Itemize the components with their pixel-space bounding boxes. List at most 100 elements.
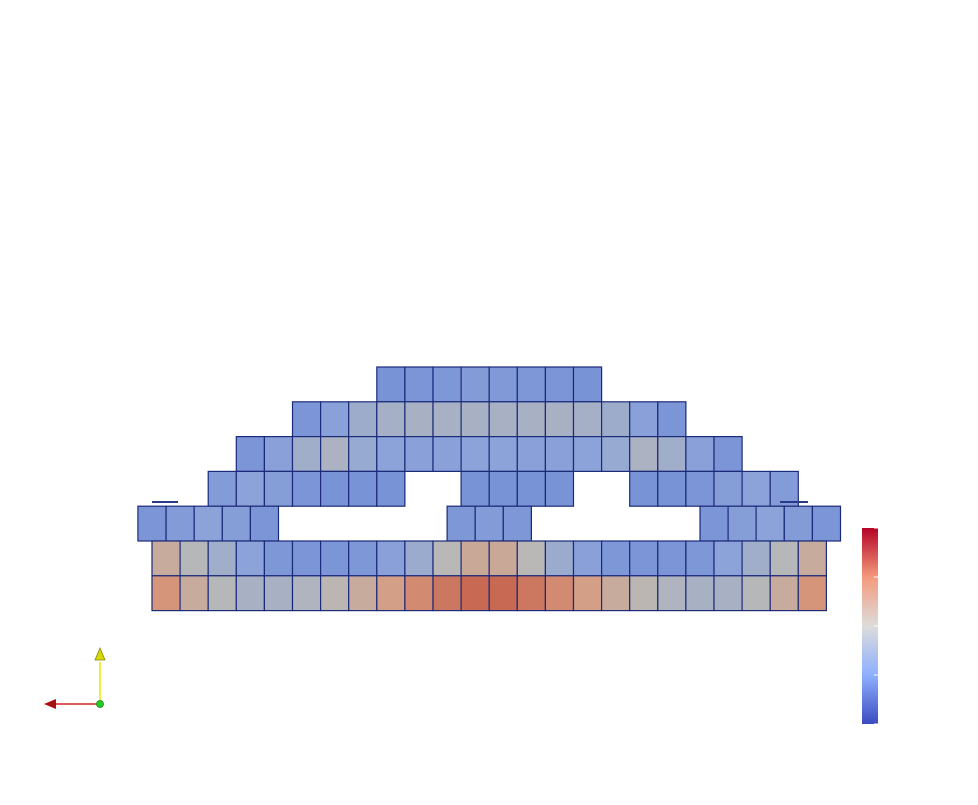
voxel-cell bbox=[291, 540, 322, 577]
voxel-cell bbox=[249, 505, 280, 542]
voxel-cell bbox=[460, 540, 490, 577]
voxel-cell bbox=[741, 575, 771, 612]
voxel-cell bbox=[348, 436, 378, 473]
voxel-cell bbox=[221, 505, 252, 542]
voxel-cell bbox=[474, 505, 504, 542]
voxel-cell bbox=[544, 540, 575, 577]
voxel-cell bbox=[235, 540, 266, 577]
voxel-cell bbox=[348, 575, 378, 612]
voxel-cell bbox=[404, 540, 434, 577]
orientation-axes bbox=[44, 646, 106, 709]
voxel-cell bbox=[516, 401, 546, 438]
voxel-cell bbox=[207, 470, 237, 507]
voxel-cell bbox=[165, 505, 195, 542]
voxel-cell bbox=[572, 401, 603, 438]
voxel-cell bbox=[291, 436, 322, 473]
voxel-cell bbox=[404, 366, 434, 403]
voxel-cell bbox=[404, 401, 434, 438]
voxel-cell bbox=[657, 540, 687, 577]
voxel-cell bbox=[769, 470, 799, 507]
voxel-cell bbox=[727, 505, 757, 542]
voxel-cell bbox=[699, 505, 729, 542]
voxel-cell bbox=[263, 540, 294, 577]
voxel-cell bbox=[446, 505, 476, 542]
voxel-cell bbox=[235, 575, 266, 612]
voxel-cell bbox=[572, 436, 603, 473]
voxel-cell bbox=[460, 436, 490, 473]
voxel-cell bbox=[460, 401, 490, 438]
voxel-cell bbox=[544, 470, 575, 507]
voxel-cell bbox=[741, 470, 771, 507]
voxel-cell bbox=[685, 540, 715, 577]
voxel-cell bbox=[235, 470, 266, 507]
voxel-cell bbox=[657, 436, 687, 473]
voxel-cell bbox=[713, 436, 743, 473]
voxel-cell bbox=[685, 470, 715, 507]
voxel-cell bbox=[516, 436, 546, 473]
voxel-cell bbox=[376, 366, 406, 403]
voxel-cell bbox=[263, 575, 294, 612]
voxel-cell bbox=[488, 575, 518, 612]
voxel-cell bbox=[685, 575, 715, 612]
voxel-cell bbox=[516, 575, 546, 612]
voxel-cell bbox=[600, 436, 631, 473]
voxel-cell bbox=[235, 436, 266, 473]
voxel-cell bbox=[572, 540, 603, 577]
voxel-cell bbox=[376, 540, 406, 577]
voxel-cell bbox=[151, 540, 181, 577]
voxel-cell bbox=[713, 540, 743, 577]
voxel-cell bbox=[713, 575, 743, 612]
voxel-cell bbox=[404, 436, 434, 473]
voxel-cell bbox=[741, 540, 771, 577]
voxel-cell bbox=[629, 575, 659, 612]
voxel-cell bbox=[263, 436, 294, 473]
x-axis-arrow-icon bbox=[44, 699, 56, 709]
voxel-cell bbox=[600, 401, 631, 438]
voxel-cell bbox=[376, 401, 406, 438]
voxel-cell bbox=[713, 470, 743, 507]
voxel-cell bbox=[320, 575, 350, 612]
voxel-cell bbox=[629, 540, 659, 577]
voxel-cell bbox=[488, 540, 518, 577]
z-axis-point-icon bbox=[96, 700, 104, 708]
voxel-cell bbox=[488, 470, 518, 507]
voxel-cell bbox=[151, 575, 181, 612]
voxel-cell bbox=[193, 505, 223, 542]
voxel-cell bbox=[432, 436, 462, 473]
voxel-cell bbox=[629, 401, 659, 438]
voxel-cell bbox=[629, 470, 659, 507]
voxel-cell bbox=[460, 575, 490, 612]
voxel-cell bbox=[179, 575, 209, 612]
voxel-cell bbox=[432, 540, 462, 577]
voxel-cell bbox=[291, 575, 322, 612]
voxel-cell bbox=[432, 366, 462, 403]
voxel-cell bbox=[600, 575, 631, 612]
voxel-cell bbox=[544, 401, 575, 438]
voxel-cell bbox=[685, 436, 715, 473]
voxel-cell bbox=[783, 505, 813, 542]
voxel-cell bbox=[797, 575, 827, 612]
voxel-cell bbox=[404, 575, 434, 612]
voxel-cell bbox=[797, 540, 827, 577]
voxel-mesh[interactable] bbox=[137, 366, 842, 612]
voxel-cell bbox=[320, 436, 350, 473]
scalar-colorbar bbox=[862, 527, 878, 725]
voxel-cell bbox=[263, 470, 294, 507]
voxel-cell bbox=[320, 470, 350, 507]
voxel-cell bbox=[544, 575, 575, 612]
voxel-cell bbox=[320, 540, 350, 577]
voxel-cell bbox=[516, 470, 546, 507]
voxel-cell bbox=[291, 470, 322, 507]
voxel-cell bbox=[207, 540, 237, 577]
voxel-cell bbox=[572, 366, 603, 403]
voxel-cell bbox=[376, 436, 406, 473]
voxel-cell bbox=[348, 470, 378, 507]
voxel-cell bbox=[769, 575, 799, 612]
voxel-cell bbox=[348, 401, 378, 438]
voxel-cell bbox=[488, 436, 518, 473]
voxel-cell bbox=[179, 540, 209, 577]
voxel-cell bbox=[769, 540, 799, 577]
voxel-cell bbox=[502, 505, 532, 542]
